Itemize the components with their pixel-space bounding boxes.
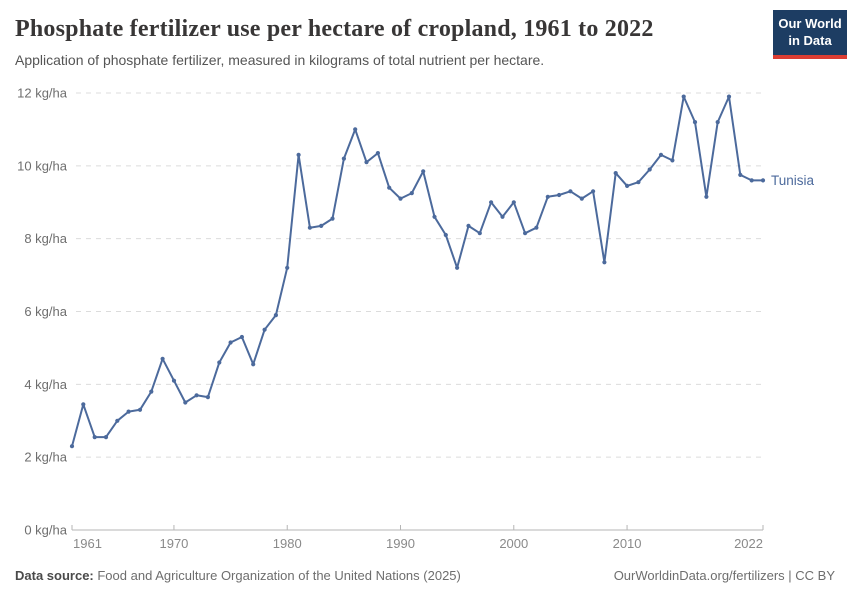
data-point-marker <box>69 444 75 449</box>
data-point-marker <box>466 223 471 228</box>
chart-title: Phosphate fertilizer use per hectare of … <box>15 16 654 42</box>
x-tick-label: 1961 <box>73 536 102 551</box>
data-point-marker <box>217 360 222 365</box>
data-point-marker <box>126 409 131 414</box>
data-point-marker <box>81 402 86 407</box>
data-point-marker <box>353 127 358 132</box>
data-point-marker <box>568 189 573 194</box>
data-point-marker <box>194 393 199 398</box>
data-point-marker <box>149 389 154 394</box>
data-point-marker <box>307 225 312 230</box>
x-tick-label: 1980 <box>273 536 302 551</box>
y-tick-label: 0 kg/ha <box>24 523 67 538</box>
data-point-marker <box>602 260 607 265</box>
data-point-marker <box>262 327 267 332</box>
data-point-marker <box>534 225 539 230</box>
data-point-marker <box>636 180 641 185</box>
y-tick-label: 10 kg/ha <box>17 158 68 173</box>
data-point-marker <box>749 178 754 183</box>
data-point-marker <box>160 356 165 361</box>
data-point-marker <box>364 160 369 165</box>
data-source-label: Data source: <box>15 568 94 583</box>
data-point-marker <box>239 334 244 340</box>
data-point-marker <box>591 189 596 194</box>
data-point-marker <box>409 191 414 196</box>
data-point-marker <box>285 265 290 270</box>
data-point-marker <box>387 185 392 190</box>
data-point-marker <box>681 94 686 99</box>
data-point-marker <box>692 120 698 125</box>
data-source-text: Food and Agriculture Organization of the… <box>93 568 461 583</box>
y-tick-label: 4 kg/ha <box>24 377 67 392</box>
data-point-marker <box>625 183 630 188</box>
data-point-marker <box>137 407 143 412</box>
data-point-marker <box>319 223 324 228</box>
data-point-marker <box>557 192 562 198</box>
data-point-marker <box>738 172 743 177</box>
x-tick-label: 1990 <box>386 536 415 551</box>
y-tick-label: 2 kg/ha <box>24 450 67 465</box>
data-point-marker <box>421 169 426 174</box>
data-point-marker <box>103 435 109 440</box>
data-point-marker <box>92 435 97 440</box>
data-point-marker <box>171 378 177 383</box>
data-point-marker <box>273 313 278 318</box>
data-point-marker <box>760 178 766 183</box>
y-tick-label: 12 kg/ha <box>17 86 68 101</box>
data-point-marker <box>511 200 516 205</box>
data-point-marker <box>455 265 460 270</box>
data-point-marker <box>330 216 335 221</box>
data-point-marker <box>375 151 380 156</box>
data-point-marker <box>613 171 618 176</box>
owid-license-link[interactable]: OurWorldinData.org/fertilizers | CC BY <box>613 568 835 583</box>
data-point-marker <box>489 200 494 205</box>
x-tick-label: 2010 <box>613 536 642 551</box>
data-point-marker <box>477 231 482 236</box>
chart-footer: Data source: Food and Agriculture Organi… <box>15 568 835 583</box>
data-point-marker <box>432 214 437 219</box>
data-source-note: Data source: Food and Agriculture Organi… <box>15 568 461 583</box>
y-tick-label: 6 kg/ha <box>24 304 67 319</box>
x-tick-label: 2000 <box>499 536 528 551</box>
data-point-marker <box>545 194 550 199</box>
x-tick-label: 2022 <box>734 536 763 551</box>
chart-subtitle: Application of phosphate fertilizer, mea… <box>15 52 545 68</box>
owid-logo-line2: in Data <box>788 32 832 48</box>
data-point-marker <box>398 196 403 201</box>
data-point-marker <box>183 400 188 405</box>
data-point-marker <box>251 362 256 367</box>
data-point-marker <box>647 167 652 172</box>
y-tick-label: 8 kg/ha <box>24 231 67 246</box>
data-point-marker <box>228 340 233 345</box>
owid-logo[interactable]: Our World in Data <box>773 10 847 59</box>
data-point-marker <box>704 194 709 199</box>
data-point-marker <box>115 418 120 423</box>
series-line-tunisia <box>71 95 764 448</box>
data-point-marker <box>443 232 448 238</box>
data-point-marker <box>205 395 210 400</box>
data-point-marker <box>523 231 528 236</box>
data-point-marker <box>579 196 584 201</box>
data-point-marker <box>670 158 675 163</box>
data-point-marker <box>658 152 664 157</box>
data-point-marker <box>296 152 301 157</box>
data-point-marker <box>341 156 346 161</box>
x-tick-label: 1970 <box>159 536 188 551</box>
series-label-tunisia: Tunisia <box>771 173 815 188</box>
data-point-marker <box>726 94 732 99</box>
owid-logo-line1: Our World <box>778 16 842 31</box>
data-point-marker <box>500 214 505 219</box>
data-point-marker <box>715 120 720 125</box>
